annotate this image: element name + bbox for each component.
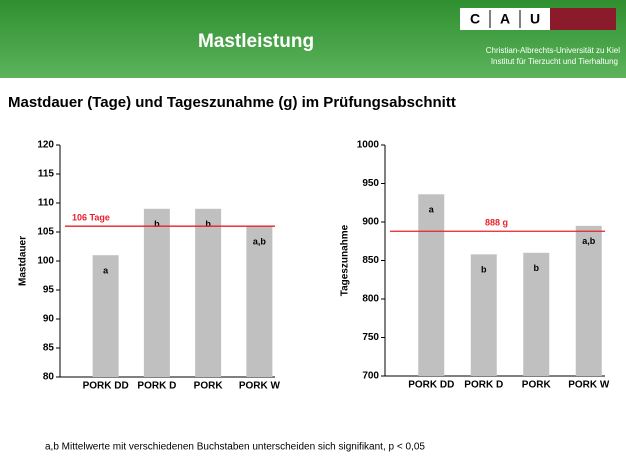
bar-annotation: b <box>534 263 540 273</box>
reference-label: 106 Tage <box>72 213 110 223</box>
logo-letter: A <box>500 11 510 27</box>
y-tick-label: 90 <box>43 314 55 325</box>
logo-letter: U <box>530 11 540 27</box>
y-tick-label: 800 <box>362 294 379 305</box>
y-tick-label: 850 <box>362 255 379 266</box>
bar-annotation: a <box>103 266 109 276</box>
x-tick-label: PORK <box>194 381 224 392</box>
bar-annotation: b <box>154 219 160 229</box>
bar <box>523 252 550 376</box>
subtitle: Mastdauer (Tage) und Tageszunahme (g) im… <box>8 94 456 111</box>
bar <box>246 226 273 377</box>
university: Christian-Albrechts-Universität zu Kiel <box>486 46 620 55</box>
y-tick-label: 85 <box>43 343 55 354</box>
bar-annotation: a,b <box>253 237 267 247</box>
y-tick-label: 120 <box>37 140 54 151</box>
header-title: Mastleistung <box>198 31 314 52</box>
y-tick-label: 950 <box>362 178 379 189</box>
bar <box>195 208 222 377</box>
y-tick-label: 80 <box>43 372 55 383</box>
bar-annotation: a,b <box>582 236 596 246</box>
bar-annotation: a <box>429 205 435 215</box>
y-tick-label: 900 <box>362 217 379 228</box>
y-tick-label: 115 <box>38 169 55 180</box>
bar-annotation: b <box>205 219 211 229</box>
x-tick-label: PORK DD <box>83 381 129 392</box>
y-axis-label: Mastdauer <box>18 236 29 286</box>
bar <box>418 194 445 376</box>
y-axis-label: Tageszunahme <box>340 224 351 296</box>
x-tick-label: PORK W <box>239 381 281 392</box>
y-tick-label: 1000 <box>357 140 380 151</box>
logo-bar <box>550 8 616 30</box>
x-tick-label: PORK <box>522 380 552 391</box>
logo-box <box>460 8 550 30</box>
y-tick-label: 750 <box>362 332 379 343</box>
y-tick-label: 100 <box>37 256 54 267</box>
footnote: a,b Mittelwerte mit verschiedenen Buchst… <box>45 442 425 453</box>
y-tick-label: 110 <box>38 198 55 209</box>
bar <box>143 208 170 377</box>
y-tick-label: 700 <box>362 371 379 382</box>
bar <box>575 225 602 376</box>
bar <box>470 254 497 376</box>
y-tick-label: 95 <box>43 285 55 296</box>
logo-letter: C <box>470 11 480 27</box>
bar <box>92 255 119 377</box>
y-tick-label: 105 <box>37 227 54 238</box>
reference-label: 888 g <box>485 218 508 228</box>
x-tick-label: PORK D <box>464 380 503 391</box>
x-tick-label: PORK D <box>137 381 176 392</box>
institute: Institut für Tierzucht und Tierhaltung <box>491 57 618 66</box>
bar-annotation: b <box>481 265 487 275</box>
x-tick-label: PORK DD <box>408 380 454 391</box>
x-tick-label: PORK W <box>568 380 610 391</box>
